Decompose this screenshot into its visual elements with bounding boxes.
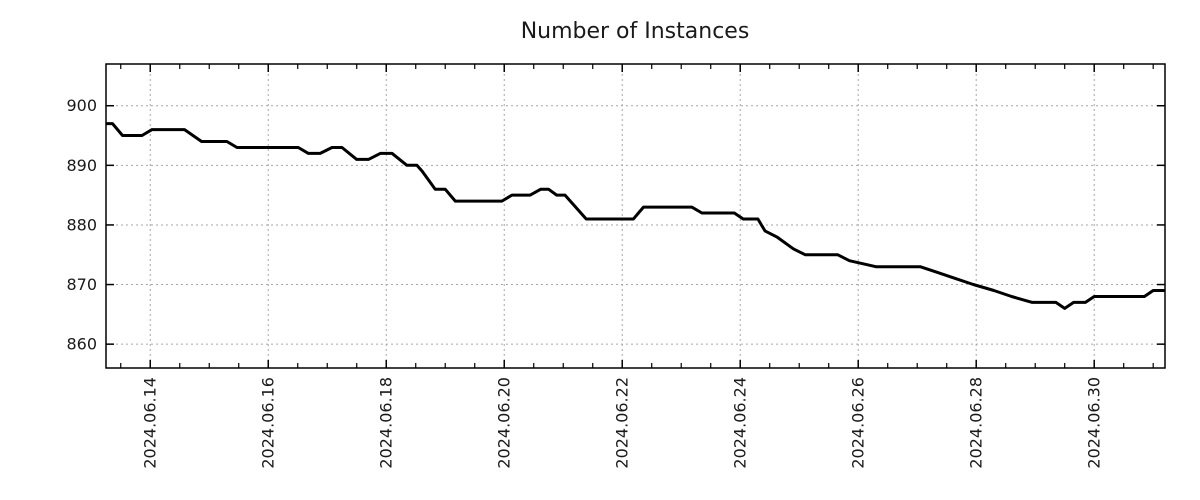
chart-title: Number of Instances [521,19,750,44]
x-tick-label: 2024.06.14 [141,377,160,469]
x-tick-label: 2024.06.26 [849,377,868,469]
series-line-instances [106,122,1165,310]
x-tick-label: 2024.06.24 [731,377,750,469]
x-tick-label: 2024.06.22 [613,377,632,469]
y-tick-label: 870 [66,275,97,294]
series-layer [106,122,1165,310]
y-tick-label: 860 [66,335,97,354]
x-tick-label: 2024.06.20 [495,377,514,469]
y-tick-label: 890 [66,156,97,175]
x-tick-label: 2024.06.30 [1085,377,1104,469]
axis-layer [105,63,1166,369]
axis-label-layer: 860 870 880 890 900 2024.06.14 2024.06.16 2024.… [66,96,1103,468]
x-tick-label: 2024.06.18 [377,377,396,469]
grid-layer [106,64,1165,368]
x-tick-label: 2024.06.16 [259,377,278,469]
plot-border [105,63,1166,369]
y-tick-label: 880 [66,215,97,234]
y-tick-label: 900 [66,96,97,115]
x-tick-label: 2024.06.28 [967,377,986,469]
